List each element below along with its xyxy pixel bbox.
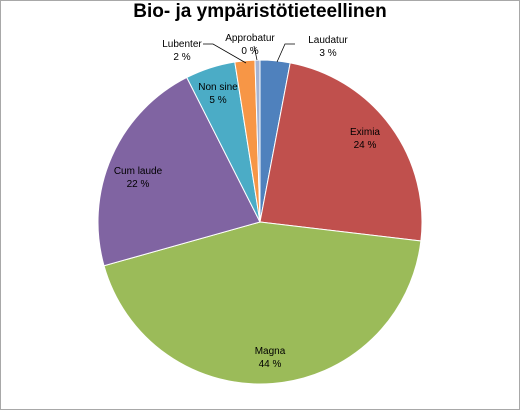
slice-label-cum-laude: Cum laude (114, 166, 163, 177)
slice-value-lubenter: 2 % (173, 52, 190, 63)
pie-slice-eximia (259, 62, 423, 242)
pie-slice-cum-laude (97, 76, 261, 267)
slice-value-approbatur: 0 % (241, 46, 258, 57)
slice-label-magna: Magna (255, 346, 286, 357)
slice-label-approbatur: Approbatur (225, 33, 275, 44)
leader-line-lubenter (203, 43, 247, 64)
slice-label-laudatur: Laudatur (308, 35, 348, 46)
leader-line-approbatur (253, 45, 258, 61)
slice-label-non-sine: Non sine (198, 82, 238, 93)
slice-value-magna: 44 % (259, 359, 282, 370)
slice-value-cum-laude: 22 % (127, 179, 150, 190)
slice-label-eximia: Eximia (350, 127, 380, 138)
slice-label-lubenter: Lubenter (162, 39, 202, 50)
leader-line-laudatur (276, 43, 295, 63)
slice-value-eximia: 24 % (354, 140, 377, 151)
slice-value-non-sine: 5 % (209, 95, 226, 106)
chart-title: Bio- ja ympäristötieteellinen (133, 1, 387, 22)
pie-slice-approbatur (254, 59, 261, 223)
pie-slice-magna (103, 221, 422, 385)
slice-value-laudatur: 3 % (319, 48, 336, 59)
